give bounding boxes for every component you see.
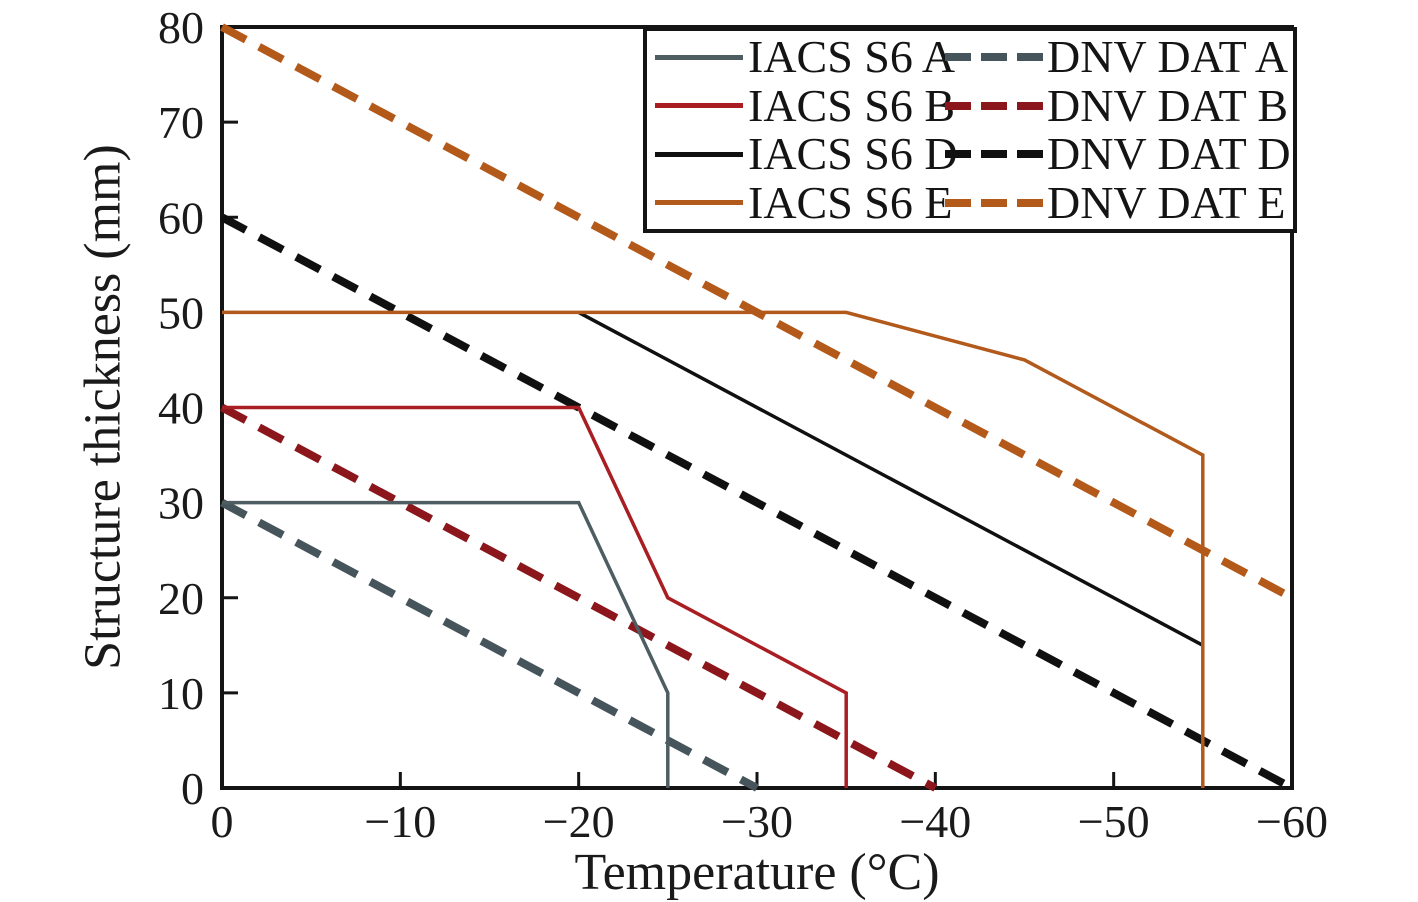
series-line-iacs-s6-a [222, 500, 670, 788]
legend-solid-swatch-iacs-s6-b [655, 103, 743, 109]
legend-label-dnv-dat-a: DNV DAT A [1047, 31, 1289, 83]
legend: IACS S6 A DNV DAT A IACS S6 B DNV DAT B IACS… [643, 27, 1297, 233]
series-lines [220, 23, 1294, 792]
x-tick-label: −10 [364, 796, 436, 847]
legend-label-iacs-s6-a: IACS S6 A [748, 31, 956, 83]
legend-solid-swatch-iacs-s6-e [655, 200, 743, 206]
series-line-dnv-dat-d [220, 213, 1294, 792]
legend-label-dnv-dat-d: DNV DAT D [1047, 128, 1291, 180]
x-tick-label: −50 [1078, 796, 1150, 847]
legend-dashed-swatch-dnv-dat-a [945, 53, 1043, 62]
legend-row: IACS S6 B DNV DAT B [647, 79, 1293, 131]
series-line-iacs-s6-b [222, 405, 848, 788]
legend-row: IACS S6 A DNV DAT A [647, 33, 1293, 81]
series-line-iacs-s6-d [577, 310, 1204, 647]
x-tick-label: −20 [543, 796, 615, 847]
x-tick-label: −30 [721, 796, 793, 847]
axis-tick-labels: 0 −10 −20 −30 −40 −50 −60 0 10 20 30 40 50 60 70 80 [158, 2, 1328, 847]
series-line-iacs-s6-e [222, 310, 1205, 788]
y-tick-label: 30 [158, 478, 204, 529]
legend-row: IACS S6 D DNV DAT D [647, 130, 1293, 178]
legend-dashed-swatch-dnv-dat-b [945, 101, 1043, 110]
legend-label-iacs-s6-d: IACS S6 D [748, 128, 958, 180]
legend-dashed-swatch-dnv-dat-e [945, 198, 1043, 207]
y-tick-label: 50 [158, 287, 204, 338]
x-tick-label: 0 [211, 796, 234, 847]
y-tick-label: 70 [158, 97, 204, 148]
y-tick-label: 80 [158, 2, 204, 53]
legend-label-iacs-s6-b: IACS S6 B [748, 79, 956, 131]
legend-label-dnv-dat-b: DNV DAT B [1047, 79, 1289, 131]
legend-solid-swatch-iacs-s6-d [655, 151, 743, 157]
legend-label-iacs-s6-e: IACS S6 E [748, 176, 953, 228]
legend-dashed-swatch-dnv-dat-d [945, 150, 1043, 159]
legend-solid-swatch-iacs-s6-a [655, 54, 743, 60]
y-tick-label: 60 [158, 192, 204, 243]
y-tick-label: 0 [181, 763, 204, 814]
x-tick-label: −40 [899, 796, 971, 847]
x-tick-label: −60 [1256, 796, 1328, 847]
y-tick-label: 20 [158, 573, 204, 624]
x-axis-title: Temperature (°C) [574, 844, 940, 901]
y-tick-label: 10 [158, 668, 204, 719]
series-line-dnv-dat-a [220, 499, 759, 792]
y-axis-title: Structure thickness (mm) [74, 144, 132, 670]
y-tick-label: 40 [158, 383, 204, 434]
series-line-dnv-dat-b [220, 403, 938, 792]
legend-label-dnv-dat-e: DNV DAT E [1047, 176, 1286, 228]
legend-row: IACS S6 E DNV DAT E [647, 176, 1293, 228]
